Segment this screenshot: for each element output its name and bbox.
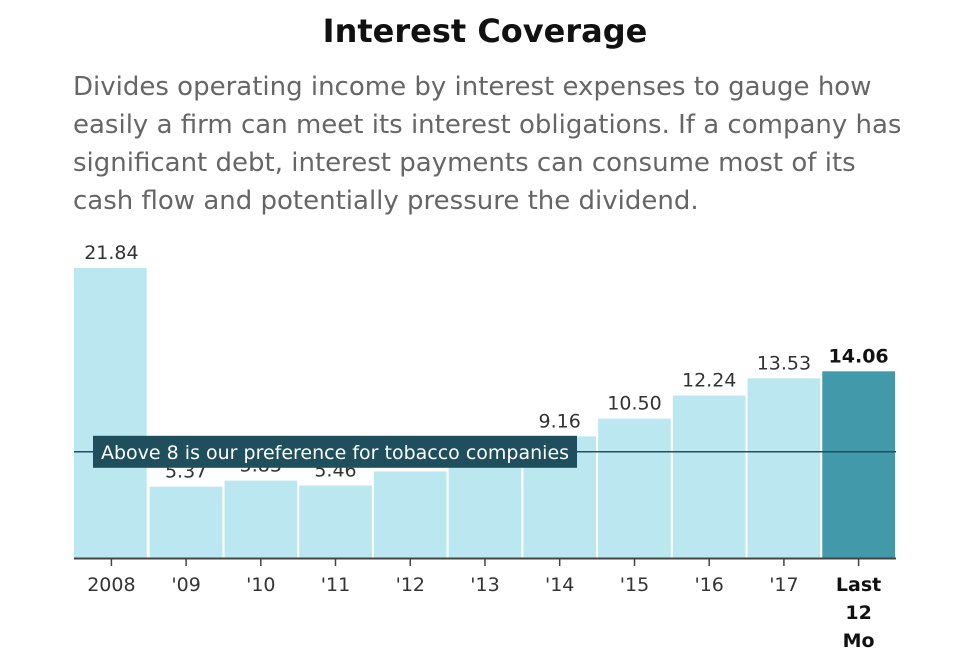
bar-3 [299,485,372,558]
reference-label-box [93,435,577,468]
bar-4 [373,471,447,558]
value-label-6: 9.16 [539,410,581,432]
chart-subtitle: Divides operating income by interest exp… [73,72,902,216]
x-tick-label-5: '13 [470,574,499,596]
x-tick-label-1: '09 [171,574,200,596]
bar-0 [74,268,147,558]
x-tick-label-6: '14 [545,574,574,596]
chart-title: Interest Coverage [322,12,648,50]
x-tick-label-10: Last 12 Mo [836,574,881,652]
x-tick-label-2: '10 [246,574,275,596]
bar-8 [672,395,746,558]
value-label-7: 10.50 [607,393,661,415]
bar-10 [822,371,895,558]
value-label-9: 13.53 [757,352,811,374]
bar-9 [747,378,821,558]
value-label-8: 12.24 [682,370,736,392]
value-label-10: 14.06 [829,345,889,367]
bar-7 [598,418,671,558]
bar-2 [224,480,298,558]
x-tick-label-4: '12 [396,574,425,596]
reference-label: Above 8 is our preference for tobacco co… [101,442,569,464]
x-tick-label-8: '16 [694,574,723,596]
x-tick-label-0: 2008 [87,574,135,596]
x-tick-label-9: '17 [769,574,798,596]
value-label-0: 21.84 [84,242,138,264]
x-tick-label-7: '15 [620,574,649,596]
x-tick-label-3: '11 [321,574,350,596]
bar-5 [448,464,522,558]
bar-1 [149,486,223,558]
